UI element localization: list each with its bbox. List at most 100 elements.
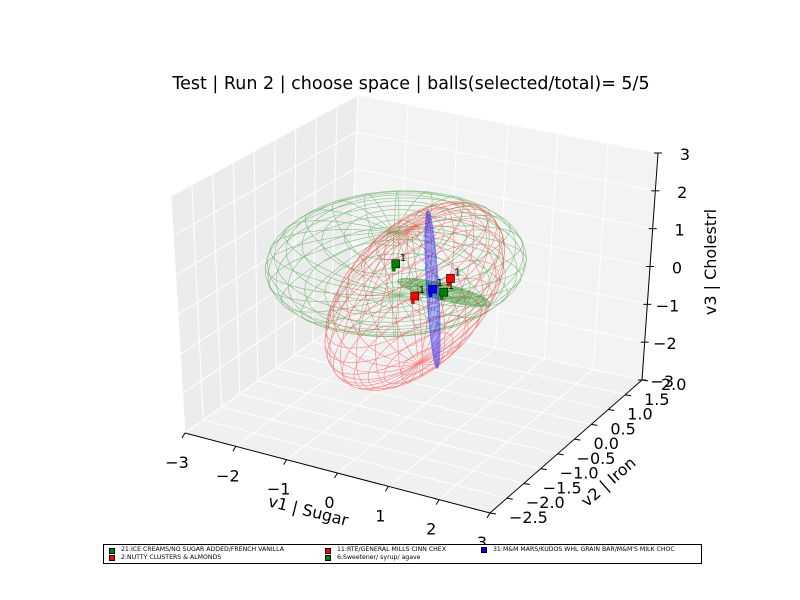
ellipsoid-longitude-line bbox=[269, 229, 398, 296]
ellipsoid-longitude-line bbox=[410, 219, 504, 364]
y-axis-line bbox=[489, 379, 643, 514]
ellipsoid-longitude-line bbox=[427, 209, 441, 369]
center-marker bbox=[391, 259, 401, 269]
z-tick-label: 0 bbox=[672, 259, 682, 278]
x-tick bbox=[181, 432, 186, 439]
ellipsoid-longitude-line bbox=[424, 209, 438, 369]
ellipsoid-latitude-line bbox=[400, 278, 487, 304]
grid-line-y-floor bbox=[312, 341, 609, 411]
legend-label: 11:RTE/GENERAL MILLS CINN CHEX bbox=[337, 546, 446, 553]
ellipsoid-latitude-line bbox=[324, 229, 506, 363]
y-tick-label: −0.5 bbox=[577, 449, 616, 468]
grid-line-y-floor bbox=[203, 419, 508, 499]
legend-swatch bbox=[325, 554, 331, 561]
ellipsoid-longitude-line bbox=[384, 222, 420, 364]
ellipsoid-longitude-line bbox=[268, 231, 398, 303]
center-dot bbox=[391, 267, 396, 272]
ellipsoid-latitude-line bbox=[400, 281, 487, 307]
ellipsoid-longitude-line bbox=[410, 228, 467, 365]
z-tick-label: −3 bbox=[650, 372, 674, 391]
grid-line-y-floor bbox=[257, 380, 558, 455]
ellipsoid-latitude-line bbox=[347, 267, 448, 319]
ellipsoid-longitude-line bbox=[324, 228, 419, 380]
ellipsoid-latitude-line bbox=[425, 214, 431, 218]
point-label: 1 bbox=[437, 278, 443, 289]
ellipsoid-latitude-line bbox=[367, 314, 469, 389]
legend-swatch bbox=[481, 547, 487, 553]
ellipsoid-latitude-line bbox=[383, 332, 454, 384]
ellipsoid-latitude-line bbox=[264, 197, 527, 330]
ellipsoid-longitude-line bbox=[410, 201, 474, 364]
ellipsoid-longitude-line bbox=[393, 204, 491, 296]
z-tick-label: −1 bbox=[656, 296, 680, 315]
legend-column-3: 31:M&M MARS/KUDOS WHL GRAIN BAR/M&M'S MI… bbox=[481, 546, 675, 554]
ellipsoid-longitude-line bbox=[393, 225, 523, 296]
ellipsoid-wireframe bbox=[264, 190, 527, 338]
y-tick-label: −1.0 bbox=[560, 464, 599, 483]
x-tick bbox=[232, 446, 237, 452]
center-dot bbox=[410, 300, 415, 305]
ellipsoid-latitude-line bbox=[425, 283, 462, 294]
grid-line-y-floor bbox=[275, 367, 575, 440]
ellipsoid-longitude-line bbox=[301, 231, 398, 323]
ellipsoid-longitude-line bbox=[425, 209, 438, 369]
ellipsoid-wireframe bbox=[324, 201, 506, 391]
x-tick bbox=[334, 472, 338, 479]
legend-swatch bbox=[109, 554, 115, 561]
ellipsoid-longitude-line bbox=[425, 209, 438, 369]
ellipsoid-latitude-line bbox=[417, 281, 470, 297]
ellipsoid-latitude-line bbox=[425, 270, 438, 278]
z-tick-label: 3 bbox=[680, 145, 690, 164]
ellipsoid-longitude-line bbox=[410, 228, 446, 370]
axes: −3−2−10123−2.5−2.0−1.5−1.0−0.50.00.51.01… bbox=[165, 145, 720, 552]
ellipsoid-latitude-line bbox=[429, 330, 441, 337]
ellipsoid-longitude-line bbox=[443, 288, 473, 297]
ellipsoid-latitude-line bbox=[417, 287, 471, 304]
ellipsoid-longitude-line bbox=[393, 231, 487, 318]
grid-line-x-floor bbox=[235, 326, 399, 447]
ellipsoid-longitude-line bbox=[443, 288, 462, 305]
ellipsoid-latitude-line bbox=[353, 296, 482, 391]
ellipsoid-longitude-line bbox=[410, 228, 484, 364]
x-tick bbox=[486, 512, 491, 519]
ellipsoid-longitude-line bbox=[393, 231, 508, 308]
ellipsoid-longitude-line bbox=[410, 203, 455, 364]
ellipsoid-latitude-line bbox=[426, 210, 430, 213]
ellipsoid-latitude-line bbox=[321, 200, 468, 275]
ellipsoid-latitude-line bbox=[301, 194, 488, 289]
grid-line-x-floor bbox=[286, 336, 447, 461]
grid-line-z-left bbox=[182, 278, 351, 394]
grid-line-z-back bbox=[356, 131, 656, 192]
ellipsoid-latitude-line bbox=[400, 348, 437, 376]
ellipsoid-latitude-line bbox=[332, 260, 500, 384]
x-tick-label: −3 bbox=[165, 453, 189, 472]
ellipsoid-longitude-line bbox=[427, 209, 441, 369]
ellipsoid-latitude-line bbox=[410, 279, 477, 300]
grid-line-z-left bbox=[180, 241, 353, 355]
grid-line-z-back bbox=[351, 241, 648, 305]
y-tick bbox=[591, 423, 598, 426]
ellipsoid-longitude-line bbox=[283, 220, 398, 296]
ellipsoid-longitude-line bbox=[410, 228, 423, 377]
z-tick-label: 1 bbox=[674, 221, 684, 240]
ellipsoid-longitude-line bbox=[393, 231, 460, 328]
center-marker bbox=[439, 287, 449, 297]
ellipsoid-longitude-line bbox=[333, 228, 419, 367]
ellipsoid-latitude-line bbox=[275, 214, 518, 337]
ellipsoid-longitude-line bbox=[410, 212, 505, 364]
legend-label: 31:M&M MARS/KUDOS WHL GRAIN BAR/M&M'S MI… bbox=[493, 546, 675, 553]
ellipsoid-longitude-line bbox=[329, 228, 419, 387]
ellipsoid-latitude-line bbox=[397, 278, 491, 306]
ellipsoid-latitude-line bbox=[266, 192, 524, 323]
ellipsoid-longitude-line bbox=[355, 228, 420, 391]
ellipsoid-longitude-line bbox=[407, 278, 445, 297]
ellipsoid-longitude-line bbox=[397, 281, 445, 297]
center-dot bbox=[446, 282, 451, 287]
y-tick bbox=[608, 409, 615, 412]
ellipsoid-longitude-line bbox=[427, 209, 441, 369]
ellipsoid-latitude-line bbox=[341, 278, 493, 389]
ellipsoid-longitude-line bbox=[424, 209, 438, 369]
grid-line-z-back bbox=[353, 205, 651, 267]
ellipsoid-latitude-line bbox=[428, 316, 441, 323]
